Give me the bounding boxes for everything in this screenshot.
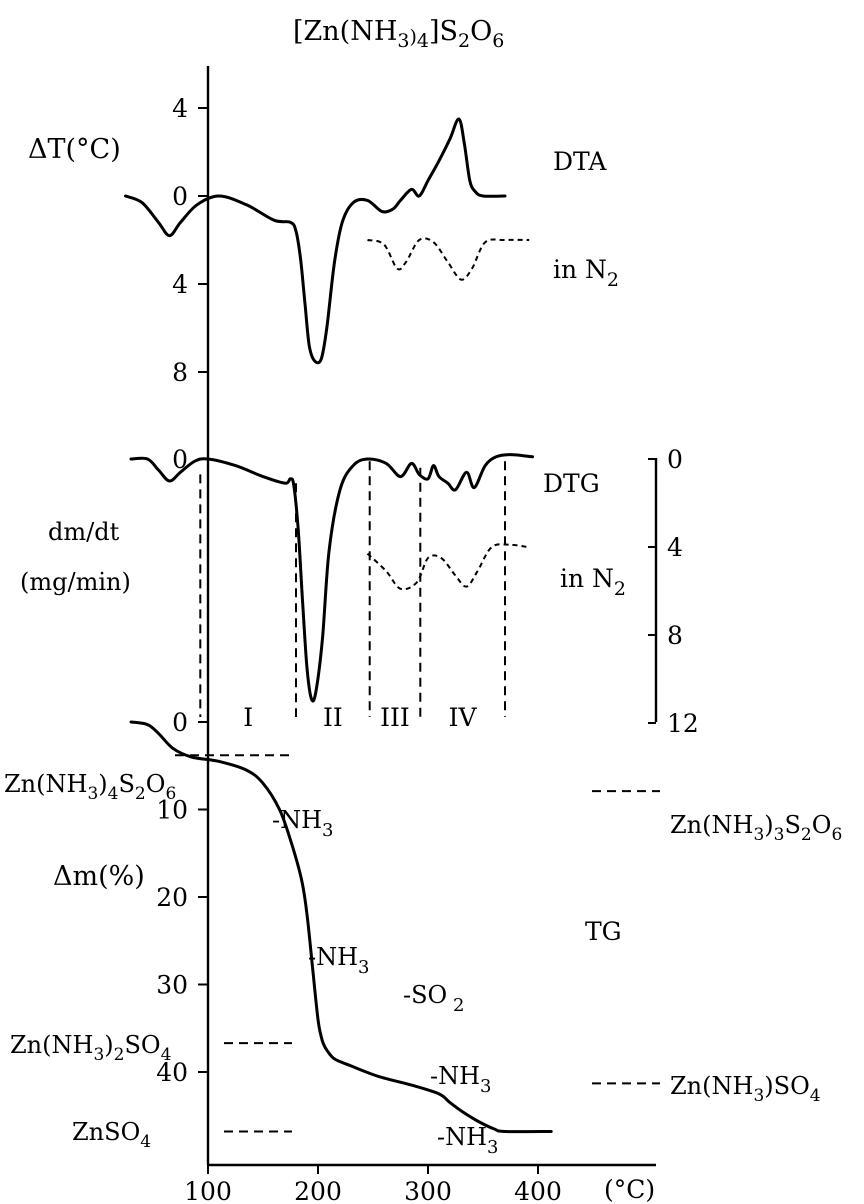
dta-n2-label: in N2 (553, 255, 619, 291)
level-label-znso4: ZnSO4 (72, 1118, 151, 1152)
dta-ytick-0-label: 4 (172, 94, 188, 123)
stage-label-IV: IV (449, 703, 478, 732)
level-label-zn-nh3-2-so4: Zn(NH3)2SO4 (10, 1031, 171, 1065)
tg-ytick-0-label: 0 (172, 708, 188, 737)
chart-title: [Zn(NH3)4]S2O6 (293, 16, 504, 52)
dtg-ylabel-2: (mg/min) (20, 568, 131, 596)
dta-ylabel: ΔT(°C) (28, 134, 121, 165)
dtg-ytick-right-3-label: 12 (667, 709, 699, 738)
tg-ylabel: Δm(%) (53, 861, 145, 892)
tg-label: TG (585, 917, 622, 946)
dtg-ytick-right-0-label: 0 (667, 445, 683, 474)
dtg-ytick-right-1-label: 4 (667, 533, 683, 562)
tg-ytick-2-label: 20 (156, 883, 188, 912)
stage-label-II: II (323, 703, 343, 732)
tg-curve (129, 720, 553, 1134)
dta-label: DTA (553, 147, 607, 176)
step-annotation-nh3-2: -NH3 (308, 943, 370, 978)
dtg-ytick-right-2-label: 8 (667, 621, 683, 650)
x-tick-label-300: 300 (404, 1177, 452, 1204)
dta-ytick-2-label: 4 (172, 270, 188, 299)
dtg-label: DTG (543, 469, 600, 498)
step-annotation-nh3-3: -NH3 (430, 1062, 492, 1097)
dtg-n2-curve (366, 543, 528, 591)
level-label-zn-nh3-4-s2o6: Zn(NH3)4S2O6 (4, 770, 176, 804)
x-axis-unit: (°C) (604, 1175, 655, 1204)
dtg-curve (129, 453, 534, 703)
dtg-ytick-left-0-label: 0 (172, 445, 188, 474)
dta-n2-curve (367, 237, 530, 281)
x-tick-label-400: 400 (514, 1177, 562, 1204)
step-annotation-so2: -SO 2 (403, 981, 464, 1016)
tg-ytick-4-label: 40 (156, 1058, 188, 1087)
x-tick-label-200: 200 (294, 1177, 342, 1204)
stage-label-III: III (380, 703, 410, 732)
dta-curve (124, 117, 507, 365)
dta-ytick-1-label: 0 (172, 182, 188, 211)
dtg-n2-label: in N2 (560, 564, 626, 600)
x-tick-label-100: 100 (184, 1177, 232, 1204)
tg-ytick-3-label: 30 (156, 971, 188, 1000)
dtg-ylabel-1: dm/dt (48, 518, 120, 546)
dta-ytick-3-label: 8 (172, 358, 188, 387)
stage-label-I: I (243, 703, 253, 732)
level-label-zn-nh3-so4: Zn(NH3)SO4 (670, 1072, 821, 1106)
level-label-zn-nh3-3-s2o6: Zn(NH3)3S2O6 (670, 811, 842, 845)
tg-ytick-1-label: 10 (156, 796, 188, 825)
